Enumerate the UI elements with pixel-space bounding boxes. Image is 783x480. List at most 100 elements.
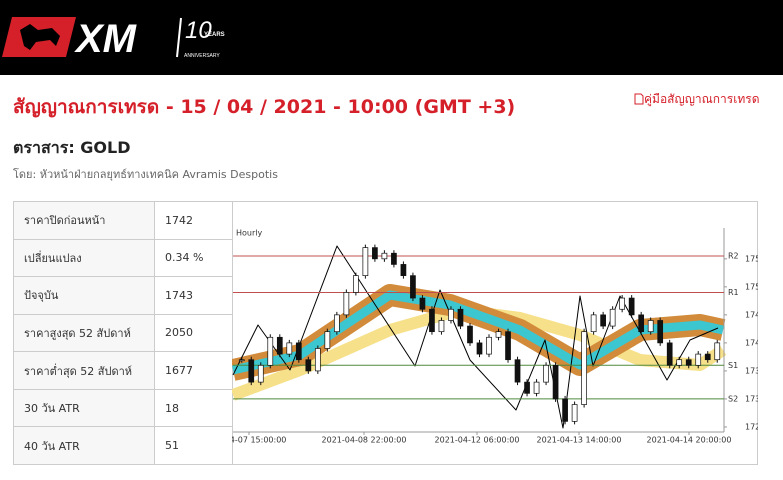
- pdf-icon: [634, 93, 644, 105]
- candle: [305, 359, 312, 372]
- table-row: 40 วัน ATR 51: [13, 426, 233, 465]
- candle: [314, 348, 321, 372]
- candle: [343, 292, 350, 316]
- candle: [457, 308, 464, 327]
- candle: [524, 381, 530, 394]
- stat-value: 1742: [154, 201, 233, 240]
- table-row: ราคาต่ำสุด 52 สัปดาห์ 1677: [13, 351, 233, 390]
- level-label: R1: [728, 288, 739, 297]
- y-tick-label: 1750: [745, 282, 758, 291]
- stat-label: ราคาต่ำสุด 52 สัปดาห์: [13, 351, 155, 390]
- y-tick-label: 1725: [745, 422, 758, 431]
- candle: [505, 331, 511, 361]
- candle: [391, 252, 397, 265]
- header: XM 10 YEARS ANNIVERSARY: [0, 0, 783, 75]
- stat-label: 40 วัน ATR: [13, 426, 155, 465]
- candle: [429, 308, 435, 333]
- x-tick-label: 2021-04-14 20:00:00: [647, 436, 732, 445]
- instrument: ตราสาร: GOLD: [13, 138, 131, 157]
- stat-label: ราคาปิดก่อนหน้า: [13, 201, 155, 240]
- candle: [628, 297, 635, 316]
- level-label: S2: [728, 394, 738, 403]
- candle: [704, 353, 711, 361]
- y-tick-label: 1735: [745, 366, 758, 375]
- candle: [248, 359, 255, 383]
- candle: [295, 342, 302, 361]
- anniversary-number: 10: [185, 17, 212, 44]
- stat-value: 18: [154, 388, 233, 428]
- candle: [362, 247, 369, 276]
- y-tick-label: 1740: [745, 338, 758, 347]
- table-row: ราคาปิดก่อนหน้า 1742: [13, 201, 233, 240]
- candle: [334, 314, 340, 333]
- candle: [590, 314, 597, 333]
- candle: [714, 342, 721, 361]
- table-row: เปลี่ยนแปลง 0.34 %: [13, 238, 233, 278]
- candle: [495, 331, 502, 338]
- guide-link-text: คู่มือสัญญาณการเทรด: [644, 92, 760, 106]
- candle: [533, 381, 540, 394]
- logo-text: XM: [74, 17, 138, 61]
- chart-subtitle: Hourly: [236, 229, 262, 238]
- y-tick-label: 1755: [745, 254, 758, 263]
- guide-link[interactable]: คู่มือสัญญาณการเทรด: [634, 90, 760, 109]
- candle: [609, 308, 616, 327]
- candle: [647, 320, 654, 333]
- stat-value: 0.34 %: [154, 238, 233, 278]
- logo-bull: [20, 24, 60, 50]
- zigzag: [232, 245, 719, 429]
- page-title: สัญญาณการเทรด - 15 / 04 / 2021 - 10:00 (…: [13, 96, 516, 118]
- stat-value: 51: [154, 426, 233, 465]
- stat-label: 30 วัน ATR: [13, 388, 155, 428]
- candle: [400, 264, 407, 276]
- y-tick-label: 1730: [745, 394, 758, 403]
- candle: [381, 252, 388, 260]
- candle: [267, 336, 274, 366]
- stat-label: เปลี่ยนแปลง: [13, 238, 155, 278]
- anniversary-years: YEARS: [204, 32, 225, 38]
- candle: [448, 308, 454, 321]
- candle: [657, 320, 664, 344]
- candle: [666, 342, 673, 366]
- anniversary-label: ANNIVERSARY: [184, 53, 220, 59]
- candle: [562, 398, 568, 422]
- candle: [238, 359, 245, 362]
- candle: [695, 353, 702, 366]
- table-row: ปัจจุบัน 1743: [13, 276, 233, 315]
- level-label: S1: [728, 361, 738, 370]
- x-tick-label: 21-04-07 15:00:00: [232, 436, 286, 445]
- stat-value: 1677: [154, 351, 233, 390]
- candle: [372, 247, 378, 260]
- logo[interactable]: XM 10 YEARS ANNIVERSARY: [0, 0, 250, 75]
- stat-label: ปัจจุบัน: [13, 276, 155, 315]
- candle: [467, 325, 473, 344]
- candle: [486, 336, 492, 355]
- candle: [571, 404, 578, 422]
- x-tick-label: 2021-04-13 14:00:00: [537, 436, 622, 445]
- candle: [476, 342, 483, 355]
- candle: [685, 359, 692, 366]
- candle: [543, 364, 549, 383]
- candle: [419, 297, 426, 310]
- candle: [600, 314, 606, 327]
- x-tick-label: 2021-04-12 06:00:00: [435, 436, 520, 445]
- candle: [286, 342, 293, 355]
- candle: [581, 331, 587, 405]
- candle: [638, 314, 645, 333]
- candle: [676, 359, 683, 366]
- x-tick-label: 2021-04-08 22:00:00: [322, 436, 407, 445]
- y-tick-label: 1745: [745, 310, 758, 319]
- table-row: 30 วัน ATR 18: [13, 388, 233, 428]
- price-chart: Hourly 1725 1730 1735 1740 1745 1750 1755 R2 R1 S…: [232, 201, 758, 465]
- author: โดย: หัวหน้าฝ่ายกลยุทธ์ทางเทคนิค Avramis…: [13, 168, 278, 181]
- candle: [410, 275, 416, 299]
- candle: [353, 275, 359, 293]
- candle: [438, 320, 445, 333]
- table-row: ราคาสูงสุด 52 สัปดาห์ 2050: [13, 313, 233, 353]
- level-label: R2: [728, 252, 739, 261]
- stat-value: 2050: [154, 313, 233, 353]
- candle: [552, 364, 559, 400]
- candle: [257, 364, 264, 383]
- logo-divider: [176, 17, 182, 58]
